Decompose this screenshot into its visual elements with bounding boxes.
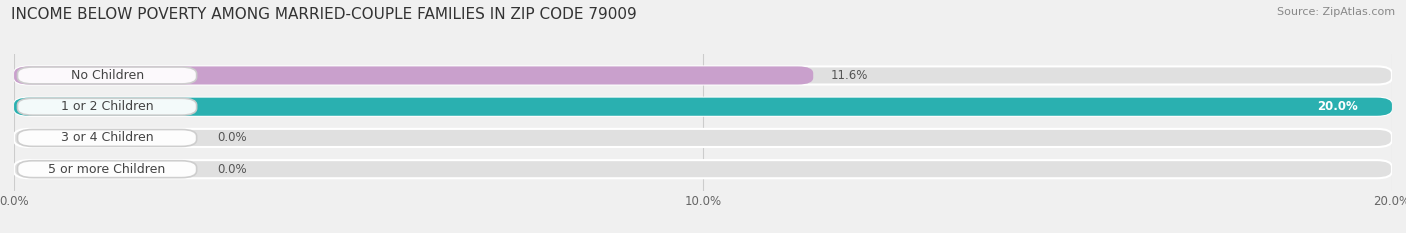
Text: 3 or 4 Children: 3 or 4 Children (60, 131, 153, 144)
FancyBboxPatch shape (17, 130, 197, 146)
Text: Source: ZipAtlas.com: Source: ZipAtlas.com (1277, 7, 1395, 17)
FancyBboxPatch shape (17, 161, 197, 178)
Text: 20.0%: 20.0% (1317, 100, 1358, 113)
FancyBboxPatch shape (14, 129, 1392, 147)
FancyBboxPatch shape (17, 98, 197, 115)
FancyBboxPatch shape (14, 98, 1392, 116)
Text: 1 or 2 Children: 1 or 2 Children (60, 100, 153, 113)
Text: 11.6%: 11.6% (831, 69, 868, 82)
FancyBboxPatch shape (14, 66, 813, 85)
FancyBboxPatch shape (17, 67, 197, 84)
FancyBboxPatch shape (14, 66, 1392, 85)
Text: 0.0%: 0.0% (218, 131, 247, 144)
FancyBboxPatch shape (14, 160, 1392, 178)
Text: No Children: No Children (70, 69, 143, 82)
FancyBboxPatch shape (14, 98, 1392, 116)
Text: 5 or more Children: 5 or more Children (48, 163, 166, 176)
Text: 0.0%: 0.0% (218, 163, 247, 176)
Text: INCOME BELOW POVERTY AMONG MARRIED-COUPLE FAMILIES IN ZIP CODE 79009: INCOME BELOW POVERTY AMONG MARRIED-COUPL… (11, 7, 637, 22)
